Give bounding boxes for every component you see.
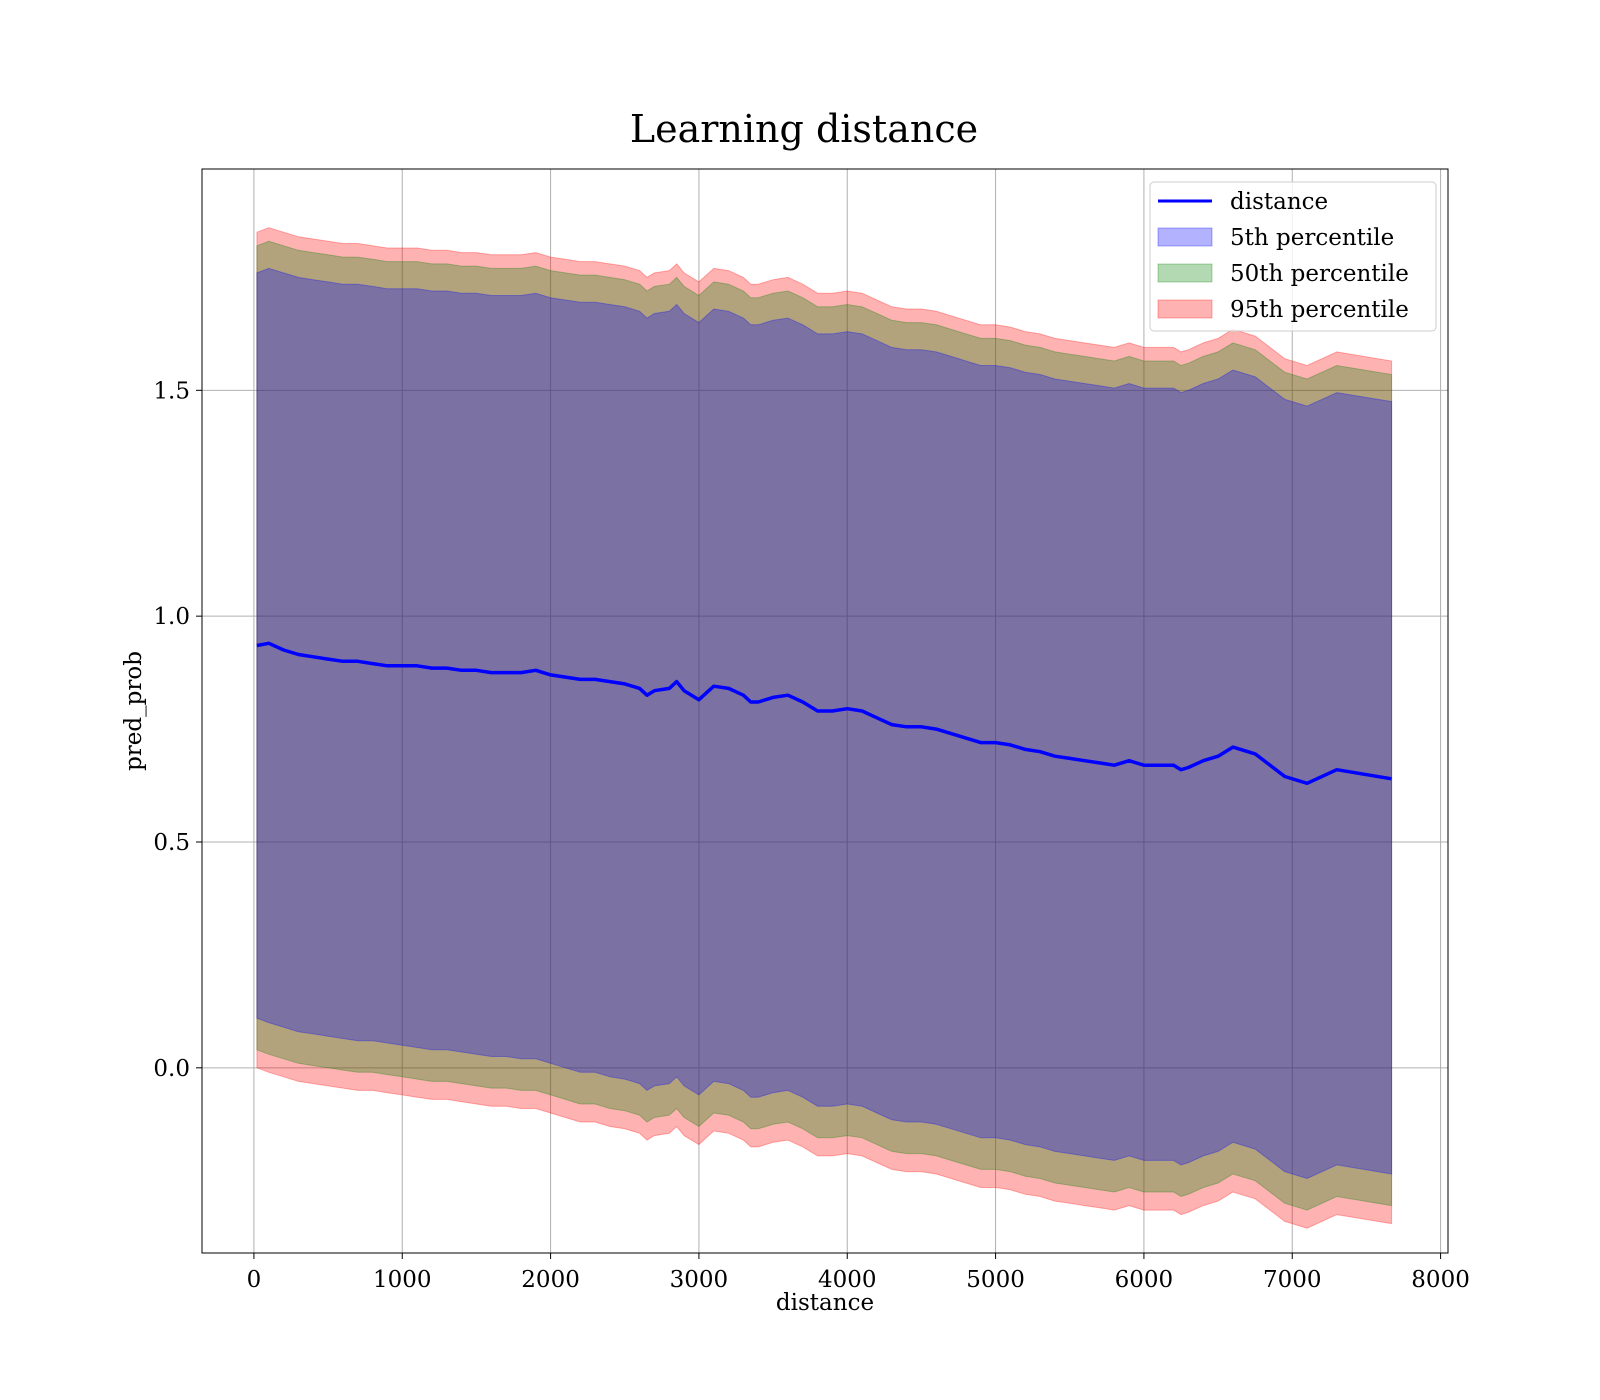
y-axis-ticks: 0.0 0.5 1.0 1.5 [153,378,202,1082]
band-50th-percentile [256,240,1393,1211]
distance-line-layer [256,641,1392,786]
y-tick-label: 1.0 [153,604,190,630]
legend-label-50th-percentile: 50th percentile [1230,261,1409,287]
x-tick-label: 8000 [1411,1267,1470,1293]
x-tick-label: 6000 [1115,1267,1174,1293]
y-tick-label: 0.5 [153,830,190,856]
plot-frame [201,168,1449,1254]
x-tick-label: 3000 [670,1267,729,1293]
y-tick-label: 0.0 [153,1056,190,1082]
legend-swatch-95th-percentile [1157,299,1213,319]
legend-swatch-5th-percentile [1157,227,1213,247]
x-axis-label: distance [776,1290,874,1316]
x-tick-label: 0 [247,1267,262,1293]
band-5th-percentile [256,267,1393,1180]
legend-label-95th-percentile: 95th percentile [1230,297,1409,323]
legend: distance 5th percentile 50th percentile … [1149,181,1437,332]
percentile-bands [256,227,1393,1229]
legend-label-distance: distance [1230,189,1328,215]
series-line-distance [256,641,1392,786]
x-tick-label: 5000 [966,1267,1025,1293]
legend-label-5th-percentile: 5th percentile [1230,225,1394,251]
grid [202,169,1448,1253]
band-95th-percentile [256,227,1393,1229]
legend-frame [1149,181,1437,332]
x-tick-label: 1000 [373,1267,432,1293]
x-tick-label: 4000 [818,1267,877,1293]
legend-swatch-50th-percentile [1157,263,1213,283]
x-tick-label: 2000 [521,1267,580,1293]
y-axis-label: pred_prob [121,651,147,771]
y-tick-label: 1.5 [153,378,190,404]
x-tick-label: 7000 [1263,1267,1322,1293]
x-axis-ticks: 0 1000 2000 3000 4000 5000 6000 7000 8000 [247,1253,1470,1293]
chart-title: Learning distance [630,107,978,151]
